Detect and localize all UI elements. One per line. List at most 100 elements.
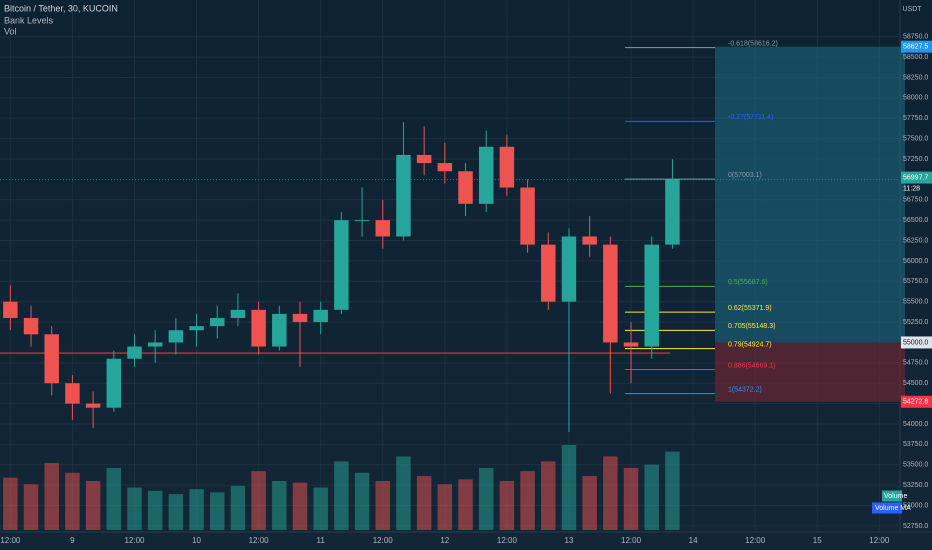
candle-body xyxy=(3,301,18,318)
volume-bar xyxy=(230,485,246,530)
volume-bar xyxy=(665,451,680,530)
currency-label: USDT xyxy=(902,6,922,13)
legend-label: Volume xyxy=(884,493,907,500)
candle-body xyxy=(416,154,432,164)
last-price-tag-bg xyxy=(901,171,932,184)
target-tag: 58627.5 xyxy=(903,44,928,51)
candle-body xyxy=(23,318,39,335)
x-tick-label: 12:00 xyxy=(745,536,766,545)
candle-body xyxy=(147,342,163,347)
x-tick-label: 9 xyxy=(70,536,75,545)
x-tick-label: 12:00 xyxy=(497,536,518,545)
volume-bar xyxy=(23,484,39,530)
legend-label: Volume MA xyxy=(875,505,911,512)
target-tag-bg xyxy=(901,40,932,53)
x-tick-label: 15 xyxy=(813,536,822,545)
entry-tag: 55000.0 xyxy=(903,339,928,346)
volume-bar xyxy=(623,467,639,530)
fib-label: 0.5(55687.6) xyxy=(728,279,768,286)
y-tick-label: 53000.0 xyxy=(903,502,928,509)
legend-bg xyxy=(872,502,902,514)
candle-body xyxy=(292,313,308,323)
y-tick-label: 56750.0 xyxy=(903,197,928,204)
y-tick-label: 55250.0 xyxy=(903,319,928,326)
volume-bar xyxy=(251,471,266,530)
candle-body xyxy=(65,383,80,404)
fib-label: -0.27(57711.4) xyxy=(728,114,773,121)
candle-body xyxy=(458,171,473,204)
candle-body xyxy=(189,326,204,331)
candle-body xyxy=(437,163,453,172)
volume-bar xyxy=(313,487,328,530)
volume-bar xyxy=(44,462,59,530)
volume-bar xyxy=(3,477,18,530)
y-tick-label: 56500.0 xyxy=(903,217,928,224)
volume-bar xyxy=(561,445,577,530)
indicator-label: Bank Levels xyxy=(4,15,54,25)
y-tick-label: 52750.0 xyxy=(903,523,928,530)
fib-label: 0.62(55371.9) xyxy=(728,305,772,312)
candle-body xyxy=(375,220,390,237)
volume-bar xyxy=(65,472,80,530)
y-tick-label: 58250.0 xyxy=(903,74,928,81)
countdown: 11:28 xyxy=(903,185,920,192)
candle-body xyxy=(541,244,556,302)
y-tick-label: 56000.0 xyxy=(903,258,928,265)
last-price-tag: 56997.7 xyxy=(903,174,928,181)
y-tick-label: 53750.0 xyxy=(903,441,928,448)
y-tick-label: 57500.0 xyxy=(903,135,928,142)
stop-zone xyxy=(715,342,905,402)
y-tick-label: 56250.0 xyxy=(903,237,928,244)
candle-body xyxy=(478,146,494,204)
y-tick-label: 54500.0 xyxy=(903,380,928,387)
volume-bar xyxy=(437,484,453,530)
x-tick-label: 12:00 xyxy=(249,536,270,545)
fib-label: 0.886(54669.1) xyxy=(728,362,775,369)
y-tick-label: 54750.0 xyxy=(903,360,928,367)
volume-bar xyxy=(292,482,308,530)
volume-bar xyxy=(354,472,370,530)
x-tick-label: 14 xyxy=(689,536,698,545)
x-tick-label: 12 xyxy=(440,536,449,545)
y-tick-label: 58500.0 xyxy=(903,54,928,61)
y-tick-label: 58750.0 xyxy=(903,34,928,41)
candle-body xyxy=(251,309,266,347)
candle-body xyxy=(665,179,680,245)
candle-body xyxy=(623,342,639,347)
x-tick-label: 12:00 xyxy=(373,536,394,545)
entry-tag-bg xyxy=(901,336,932,349)
candle-body xyxy=(334,220,349,310)
x-tick-label: 10 xyxy=(192,536,201,545)
volume-bar xyxy=(210,492,225,530)
candle-body xyxy=(85,403,101,408)
volume-bar xyxy=(458,479,473,530)
fib-label: -0.618(58616.2) xyxy=(728,40,778,47)
y-tick-label: 57750.0 xyxy=(903,115,928,122)
candle-body xyxy=(230,309,246,318)
candle-body xyxy=(210,318,225,327)
indicator-label: Vol xyxy=(4,26,17,36)
volume-bar xyxy=(582,476,597,530)
volume-bar xyxy=(147,490,163,530)
legend-bg xyxy=(882,490,902,502)
stop-tag-bg xyxy=(901,395,932,408)
stop-tag: 54272.8 xyxy=(903,399,928,406)
volume-bar xyxy=(272,480,287,530)
plot: -0.618(58616.2) -0.27(57711.4) 0(57003.1) 0… xyxy=(0,40,905,530)
volume-bar xyxy=(416,476,432,530)
x-tick-label: 11 xyxy=(317,536,326,545)
candle-body xyxy=(168,330,184,343)
candle-body xyxy=(582,236,597,245)
fib-label: 0.79(54924.7) xyxy=(728,341,772,348)
volume-bar xyxy=(499,480,515,530)
candle-body xyxy=(127,346,142,359)
volume-bar xyxy=(396,456,411,530)
volume-bar xyxy=(189,489,204,530)
volume-bar xyxy=(106,467,122,530)
volume-bar xyxy=(127,487,142,530)
fib-label: 0(57003.1) xyxy=(728,172,762,179)
candle-body xyxy=(520,187,535,245)
y-tick-label: 57250.0 xyxy=(903,156,928,163)
y-tick-label: 54000.0 xyxy=(903,421,928,428)
